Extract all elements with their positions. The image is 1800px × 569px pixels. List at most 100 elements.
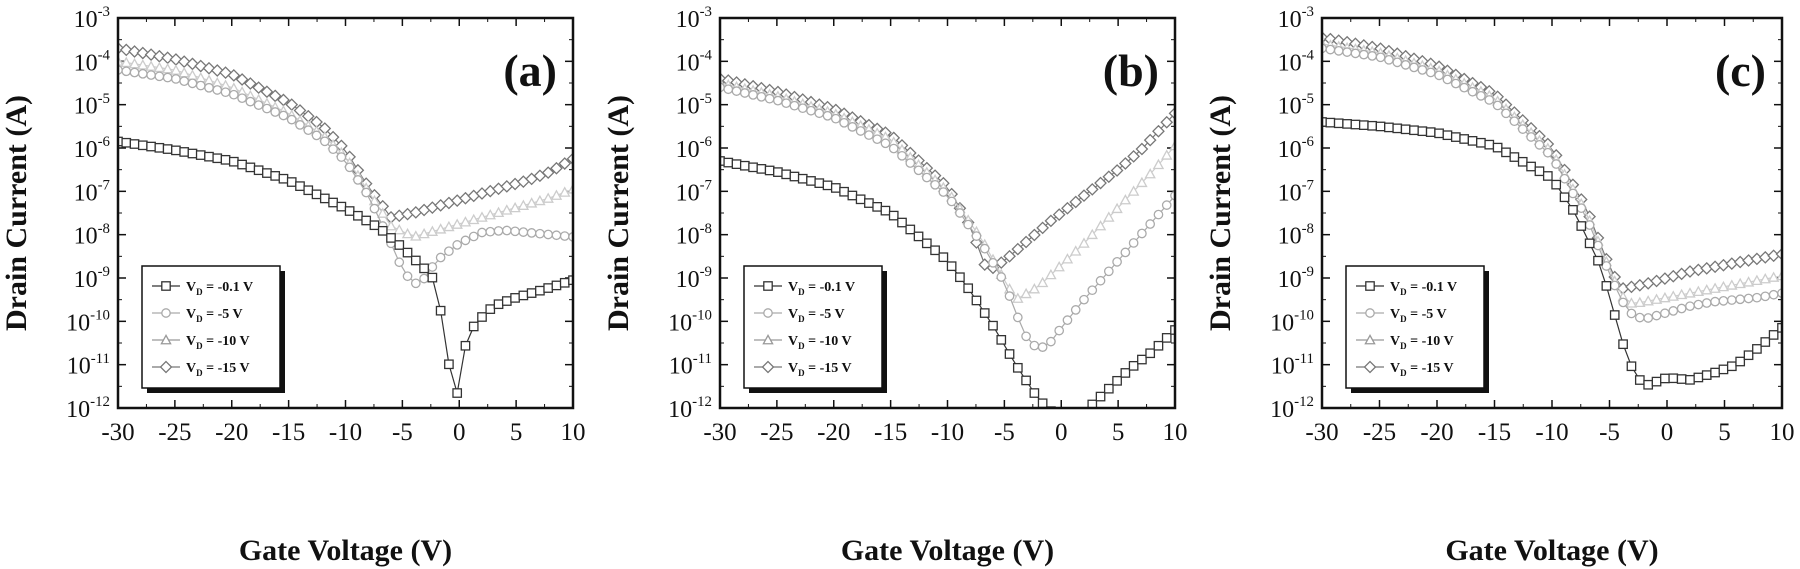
- y-tick-label: 10-9: [676, 264, 712, 293]
- data-point: [121, 66, 132, 77]
- data-point: [1137, 228, 1147, 239]
- data-point: [427, 272, 438, 283]
- data-point: [195, 150, 206, 160]
- data-point: [477, 227, 487, 238]
- data-point: [262, 103, 272, 114]
- data-point: [1726, 361, 1737, 372]
- data-point: [410, 230, 422, 241]
- data-point: [401, 227, 414, 239]
- data-point: [1350, 48, 1361, 59]
- data-point: [510, 226, 520, 237]
- x-tick-label: -15: [1478, 419, 1511, 446]
- data-point: [517, 199, 530, 210]
- legend-entry: VD = -5 V: [1390, 307, 1447, 324]
- data-point: [501, 296, 512, 306]
- data-point: [162, 72, 173, 83]
- data-point: [1601, 281, 1612, 291]
- data-point: [129, 139, 140, 149]
- data-point: [1400, 60, 1411, 70]
- x-axis-label: Gate Voltage (V): [841, 534, 1054, 567]
- data-point: [880, 205, 891, 216]
- data-point: [1743, 293, 1754, 304]
- data-point: [212, 153, 223, 164]
- data-point: [1367, 120, 1378, 131]
- data-point: [1684, 287, 1696, 298]
- x-tick-label: -5: [392, 419, 413, 446]
- data-point: [1384, 122, 1394, 133]
- data-point: [1333, 46, 1344, 56]
- data-point: [1642, 295, 1654, 306]
- data-point: [731, 159, 742, 170]
- data-point: [748, 90, 758, 100]
- data-point: [1144, 168, 1156, 179]
- legend-entry: VD = -15 V: [1390, 361, 1454, 378]
- data-point: [270, 107, 281, 117]
- data-point: [1079, 294, 1089, 305]
- legend-entry: VD = -0.1 V: [186, 280, 253, 297]
- data-point: [1685, 374, 1695, 385]
- data-point: [1044, 214, 1058, 228]
- data-point: [361, 215, 372, 226]
- data-point: [385, 220, 397, 231]
- data-point: [137, 59, 149, 70]
- data-point: [1517, 156, 1528, 167]
- data-point: [559, 186, 571, 197]
- x-tick-label: -10: [329, 419, 362, 446]
- data-point: [1659, 291, 1671, 303]
- data-point: [1168, 106, 1175, 120]
- y-tick-label: 10-12: [668, 394, 712, 423]
- data-point: [1392, 57, 1403, 68]
- y-tick-label: 10-10: [66, 308, 110, 337]
- data-point: [550, 189, 563, 200]
- data-point: [179, 76, 190, 86]
- y-tick-label: 10-7: [1278, 178, 1315, 207]
- y-tick-label: 10-7: [676, 178, 713, 207]
- data-point: [921, 238, 932, 249]
- data-point: [171, 145, 181, 156]
- data-point: [888, 210, 899, 221]
- y-tick-label: 10-9: [1278, 264, 1314, 293]
- data-point: [501, 204, 513, 215]
- data-point: [336, 152, 347, 162]
- legend-entry: VD = -10 V: [1390, 334, 1454, 351]
- data-point: [542, 192, 554, 203]
- data-point: [186, 57, 199, 71]
- data-point: [1775, 247, 1782, 261]
- data-point: [1450, 78, 1461, 89]
- data-point: [946, 261, 957, 272]
- data-point: [1650, 293, 1663, 304]
- x-tick-label: 0: [1661, 419, 1674, 446]
- data-point: [1751, 274, 1763, 285]
- data-point: [1153, 340, 1164, 351]
- x-tick-label: -20: [215, 419, 248, 446]
- data-point: [295, 181, 305, 191]
- data-point: [1568, 188, 1578, 199]
- data-point: [1709, 282, 1721, 293]
- data-point: [1358, 120, 1369, 131]
- data-point: [1409, 62, 1419, 73]
- data-point: [1559, 173, 1570, 184]
- data-point: [830, 183, 841, 193]
- data-point: [210, 64, 224, 77]
- data-point: [419, 263, 429, 274]
- data-point: [228, 156, 239, 167]
- data-point: [129, 67, 140, 78]
- data-point: [979, 308, 990, 318]
- data-point: [1052, 208, 1066, 221]
- data-point: [493, 226, 504, 236]
- panel-label: (a): [503, 45, 557, 96]
- data-point: [1752, 292, 1762, 303]
- data-point: [394, 240, 405, 250]
- data-point: [477, 312, 487, 322]
- data-point: [154, 142, 165, 153]
- legend-marker: [1364, 334, 1376, 345]
- data-point: [1593, 240, 1603, 251]
- data-point: [121, 137, 132, 148]
- data-point: [311, 130, 322, 141]
- legend-entry: VD = -10 V: [186, 334, 250, 351]
- data-point: [1325, 117, 1336, 128]
- data-point: [344, 206, 355, 216]
- x-tick-label: 5: [1112, 419, 1125, 446]
- data-point: [723, 157, 734, 168]
- data-point: [1012, 292, 1024, 303]
